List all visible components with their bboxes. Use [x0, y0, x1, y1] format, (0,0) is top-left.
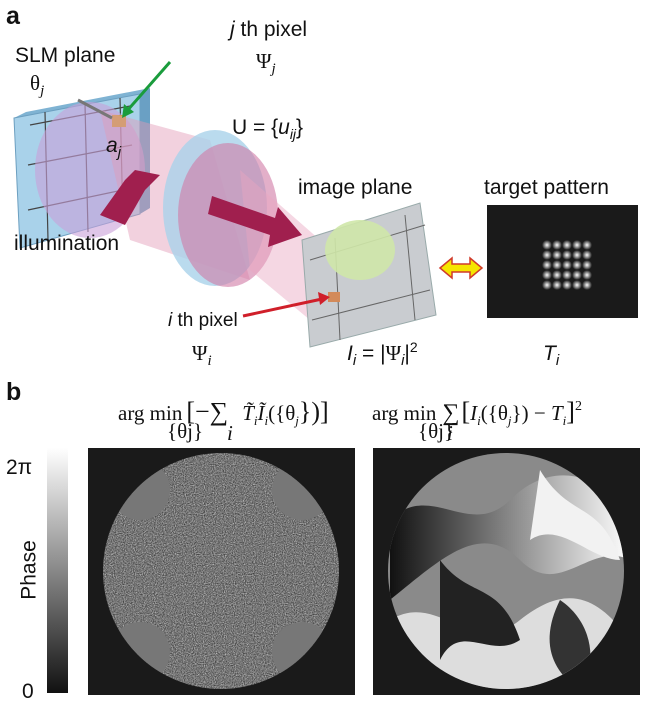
arrow	[208, 196, 302, 247]
illumination-label: illumination	[14, 232, 119, 255]
colorbar-label: Phase	[18, 540, 41, 600]
pointer	[124, 61, 172, 113]
beam	[240, 170, 320, 320]
target-label: Ti	[543, 342, 560, 369]
svg-text:i: i	[447, 421, 453, 445]
transmission-label: U = {uij}	[232, 116, 303, 142]
pointer-head	[122, 104, 134, 118]
image-plane-sheet	[301, 202, 437, 348]
svg-text:i: i	[227, 421, 233, 445]
panel-label: a	[6, 2, 21, 30]
colorbar-top: 2π	[6, 456, 32, 479]
pointer	[242, 297, 323, 318]
j-pixel-label: j th pixel	[227, 18, 307, 41]
target-image	[487, 205, 638, 318]
theta-label: θj	[30, 71, 44, 99]
illumination-arrow	[100, 170, 160, 225]
psi-j-label: Ψj	[256, 49, 276, 77]
svg-text:{θj}: {θj}	[418, 419, 454, 443]
svg-text:{θj}: {θj}	[167, 419, 203, 443]
panel-label: b	[6, 378, 21, 406]
formula-right: arg min ∑[Ii({θj}) − Ti]2 {θj} i	[372, 397, 582, 445]
intensity-label: Ii = |Ψi|2	[347, 339, 418, 369]
double-arrow	[438, 256, 484, 280]
psi-i-label: Ψi	[192, 341, 212, 369]
colorbar-bottom: 0	[22, 680, 34, 703]
phase-map-left	[88, 448, 355, 695]
pointer-head	[318, 292, 330, 305]
i-pixel-label: i th pixel	[168, 310, 238, 331]
formula-left: arg min [−∑ T̃iĨi({θj})] {θj} i	[118, 397, 329, 445]
colorbar	[47, 448, 68, 693]
pointer	[77, 98, 113, 120]
slm-label: SLM plane	[15, 44, 115, 67]
image-plane-label: image plane	[298, 176, 412, 199]
target-pattern-label: target pattern	[484, 176, 609, 199]
a-j-label: aj	[106, 134, 122, 161]
svg-text:arg min[−∑T̃iĨi({θj})]: arg min [−∑ T̃iĨi({θj})]	[118, 397, 329, 428]
svg-text:arg min∑[Ii({θj}) − Ti]2: arg min ∑[Ii({θj}) − Ti]2	[372, 397, 582, 428]
phase-map-right	[373, 448, 640, 695]
